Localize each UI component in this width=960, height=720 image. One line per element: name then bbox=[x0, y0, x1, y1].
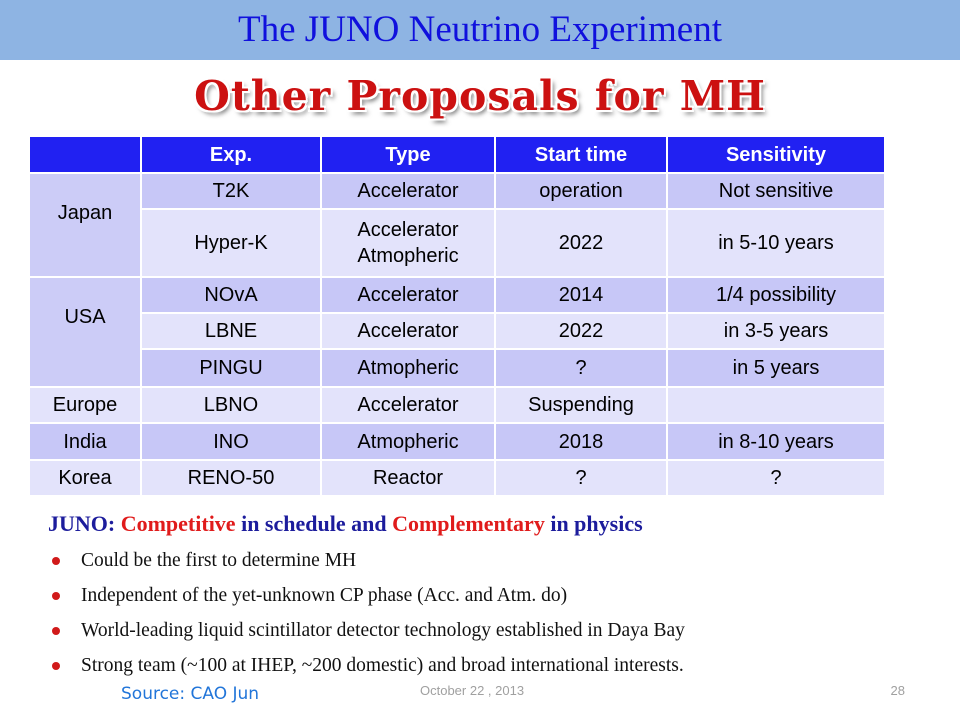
header-sensitivity: Sensitivity bbox=[666, 135, 886, 174]
type-cell: Accelerator Atmopheric bbox=[320, 208, 496, 278]
type-cell: Reactor bbox=[320, 459, 496, 497]
table-row: LBNE Accelerator 2022 in 3-5 years bbox=[29, 312, 886, 350]
type-line: Accelerator bbox=[357, 219, 459, 241]
exp-cell: LBNO bbox=[140, 386, 322, 424]
country-cell: USA bbox=[28, 276, 142, 388]
list-item: Strong team (~100 at IHEP, ~200 domestic… bbox=[52, 654, 685, 689]
bullet-dot-icon bbox=[52, 662, 60, 670]
table-row: Korea RENO-50 Reactor ? ? bbox=[28, 459, 886, 497]
table-row: USA NOvA Accelerator 2014 1/4 possibilit… bbox=[28, 276, 886, 388]
title-bar: The JUNO Neutrino Experiment bbox=[0, 0, 960, 60]
exp-cell: Hyper-K bbox=[140, 208, 322, 278]
type-cell: Accelerator bbox=[320, 312, 496, 350]
table-header-row: Exp. Type Start time Sensitivity bbox=[28, 135, 886, 174]
juno-summary-heading: JUNO: Competitive in schedule and Comple… bbox=[48, 511, 643, 537]
table-row: Japan T2K Accelerator operation Not sens… bbox=[28, 172, 886, 278]
table-row: Europe LBNO Accelerator Suspending bbox=[28, 386, 886, 424]
lead-prefix: JUNO: bbox=[48, 511, 121, 536]
exp-cell: INO bbox=[140, 422, 322, 461]
sensitivity-cell: ? bbox=[666, 459, 886, 497]
header-start-time: Start time bbox=[494, 135, 668, 174]
start-cell: 2022 bbox=[494, 312, 668, 350]
slide-title: The JUNO Neutrino Experiment bbox=[238, 9, 722, 50]
page-number: 28 bbox=[890, 683, 905, 698]
slide-subtitle: Other Proposals for MH bbox=[194, 72, 766, 120]
table-row: Hyper-K Accelerator Atmopheric 2022 in 5-… bbox=[29, 208, 886, 278]
bullet-dot-icon bbox=[52, 592, 60, 600]
country-cell: Korea bbox=[28, 459, 142, 497]
header-type: Type bbox=[320, 135, 496, 174]
country-cell: Europe bbox=[28, 386, 142, 424]
type-cell: Atmopheric bbox=[320, 422, 496, 461]
sensitivity-cell: Not sensitive bbox=[666, 172, 886, 210]
summary-bullet-list: Could be the first to determine MH Indep… bbox=[52, 549, 685, 689]
table-row: India INO Atmopheric 2018 in 8-10 years bbox=[28, 422, 886, 461]
bullet-dot-icon bbox=[52, 557, 60, 565]
start-cell: ? bbox=[494, 348, 668, 388]
lead-competitive: Competitive bbox=[120, 511, 236, 536]
start-cell: operation bbox=[494, 172, 668, 210]
sensitivity-cell: 1/4 possibility bbox=[666, 276, 886, 314]
list-item: Could be the first to determine MH bbox=[52, 549, 685, 584]
lead-middle: in schedule and bbox=[235, 511, 393, 536]
type-line: Atmopheric bbox=[357, 245, 459, 267]
proposals-table: Exp. Type Start time Sensitivity Japan T… bbox=[28, 135, 886, 497]
sensitivity-cell: in 5 years bbox=[666, 348, 886, 388]
lead-suffix: in physics bbox=[544, 511, 643, 536]
lead-complementary: Complementary bbox=[392, 511, 545, 536]
start-cell: ? bbox=[494, 459, 668, 497]
type-cell: Accelerator bbox=[320, 386, 496, 424]
type-cell: Accelerator bbox=[320, 276, 496, 314]
source-credit: Source: CAO Jun bbox=[121, 684, 260, 704]
country-cell: India bbox=[28, 422, 142, 461]
exp-cell: T2K bbox=[140, 172, 322, 210]
bullet-text: Independent of the yet-unknown CP phase … bbox=[81, 585, 568, 606]
table-row: PINGU Atmopheric ? in 5 years bbox=[29, 348, 886, 388]
type-cell: Atmopheric bbox=[320, 348, 496, 388]
footer-date: October 22 , 2013 bbox=[420, 683, 525, 698]
sensitivity-cell: in 5-10 years bbox=[666, 208, 886, 278]
bullet-text: Could be the first to determine MH bbox=[81, 550, 357, 571]
bullet-dot-icon bbox=[52, 627, 60, 635]
start-cell: 2022 bbox=[494, 208, 668, 278]
bullet-text: Strong team (~100 at IHEP, ~200 domestic… bbox=[81, 655, 684, 676]
sensitivity-cell: in 3-5 years bbox=[666, 312, 886, 350]
start-cell: 2014 bbox=[494, 276, 668, 314]
country-cell: Japan bbox=[28, 172, 142, 278]
exp-cell: LBNE bbox=[140, 312, 322, 350]
bullet-text: World-leading liquid scintillator detect… bbox=[81, 620, 685, 641]
header-country bbox=[28, 135, 142, 174]
start-cell: 2018 bbox=[494, 422, 668, 461]
list-item: World-leading liquid scintillator detect… bbox=[52, 619, 685, 654]
sensitivity-cell bbox=[666, 386, 886, 424]
exp-cell: RENO-50 bbox=[140, 459, 322, 497]
header-exp: Exp. bbox=[140, 135, 322, 174]
start-cell: Suspending bbox=[494, 386, 668, 424]
type-cell: Accelerator bbox=[320, 172, 496, 210]
exp-cell: NOvA bbox=[140, 276, 322, 314]
list-item: Independent of the yet-unknown CP phase … bbox=[52, 584, 685, 619]
sensitivity-cell: in 8-10 years bbox=[666, 422, 886, 461]
exp-cell: PINGU bbox=[140, 348, 322, 388]
